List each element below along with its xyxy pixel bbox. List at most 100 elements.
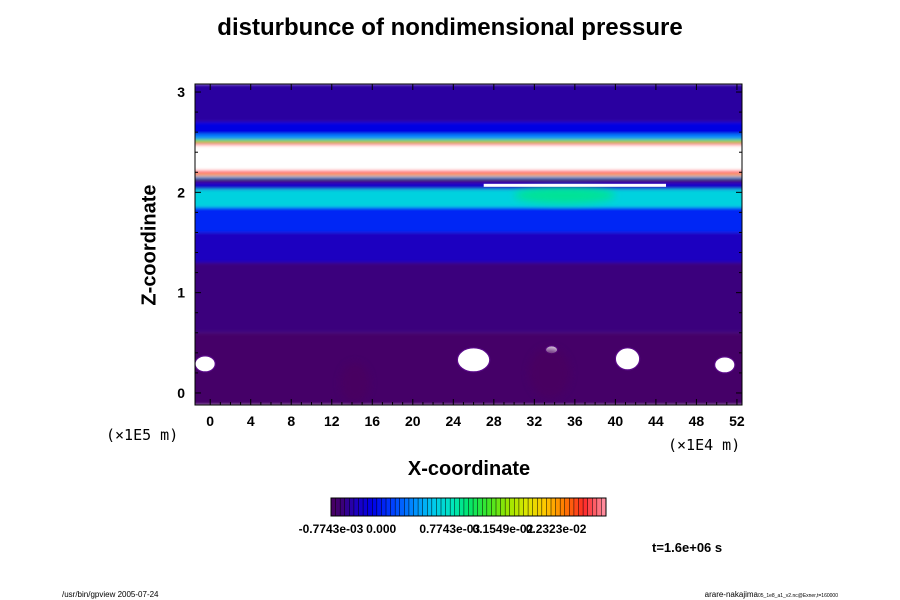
footer-file: 05_1e8_a1_v2.nc@Exner,t=160000 — [757, 593, 838, 599]
time-label: t=1.6e+06 s — [652, 540, 723, 555]
heatmap-gap-0 — [483, 183, 667, 187]
colorbar-cell — [381, 498, 387, 516]
x-tick-label: 20 — [405, 413, 421, 429]
x-tick-label: 12 — [324, 413, 340, 429]
heatmap-features — [195, 183, 736, 403]
colorbar-cell — [532, 498, 538, 516]
colorbar-cell — [541, 498, 547, 516]
x-tick-label: 36 — [567, 413, 583, 429]
colorbar-frame — [330, 497, 607, 517]
y-tick-label: 0 — [177, 385, 185, 401]
x-tick-label: 44 — [648, 413, 664, 429]
colorbar-cell — [386, 498, 391, 516]
heatmap-blob-5 — [340, 362, 370, 403]
colorbar-cell — [587, 498, 593, 516]
x-tick-label: 52 — [729, 413, 745, 429]
colorbar-label: -0.7743e-03 — [299, 522, 364, 536]
colorbar-cell — [413, 498, 419, 516]
x-axis-label: X-coordinate — [407, 458, 531, 480]
colorbar-cell — [349, 498, 355, 516]
heatmap-band-3 — [195, 207, 742, 233]
colorbar-cell — [340, 498, 346, 516]
heatmap-band-4 — [195, 189, 742, 208]
colorbar-cell — [564, 498, 570, 516]
colorbar-cell — [528, 498, 533, 516]
x-tick-label: 4 — [247, 413, 255, 429]
plot-area — [195, 84, 742, 405]
colorbar-cell — [551, 498, 556, 516]
colorbar-cell — [427, 498, 433, 516]
colorbar-cell — [477, 498, 483, 516]
colorbar-cell — [518, 498, 524, 516]
plot-frame — [194, 83, 743, 406]
colorbar-cell — [436, 498, 442, 516]
x-tick-label: 8 — [287, 413, 295, 429]
heatmap-band-2 — [195, 232, 742, 263]
colorbar-label: 0.2323e-02 — [526, 522, 587, 536]
colorbar-cell — [514, 498, 520, 516]
colorbar-cell — [523, 498, 529, 516]
colorbar-cell — [463, 498, 469, 516]
colorbar-cell — [491, 498, 497, 516]
x-tick-label: 48 — [689, 413, 705, 429]
heatmap-blob-6 — [529, 347, 570, 398]
colorbar-label: 0.7743e-03 — [419, 522, 480, 536]
colorbar-cell — [450, 498, 456, 516]
heatmap-band-6 — [195, 178, 742, 183]
footer-source: arare-nakajima05_1e8_a1_v2.nc@Exner,t=16… — [705, 590, 838, 599]
heatmap-blob-7 — [514, 187, 616, 204]
colorbar-cell — [468, 498, 474, 516]
heatmap-band-10 — [195, 145, 742, 171]
colorbar-cell — [358, 498, 364, 516]
heatmap-band-12 — [195, 139, 742, 143]
colorbar-cell — [399, 498, 405, 516]
colorbar-cell — [496, 498, 501, 516]
colorbar-cell — [601, 498, 607, 516]
colorbar-label: 0.1549e-02 — [473, 522, 534, 536]
colorbar-cell — [390, 498, 396, 516]
heatmap-band-1 — [195, 262, 742, 333]
y-axis-label: Z-coordinate — [138, 184, 161, 306]
heatmap-bands — [195, 84, 742, 405]
colorbar-cell — [459, 498, 465, 516]
colorbar-cell — [486, 498, 492, 516]
x-tick-label: 28 — [486, 413, 502, 429]
colorbar-cell — [578, 498, 584, 516]
heatmap-band-11 — [195, 142, 742, 146]
heatmap-blob-1 — [456, 347, 491, 373]
heatmap-band-14 — [195, 122, 742, 135]
footer-command: /usr/bin/gpview 2005-07-24 — [62, 590, 159, 599]
colorbar-label: 0.000 — [366, 522, 396, 536]
x-tick-label: 32 — [527, 413, 543, 429]
colorbar-cell — [445, 498, 451, 516]
colorbar-cell — [395, 498, 401, 516]
heatmap-band-15 — [195, 84, 742, 123]
colorbar-cell — [537, 498, 543, 516]
colorbar-cell — [335, 498, 341, 516]
colorbar-cell — [596, 498, 602, 516]
heatmap-blob-4 — [714, 356, 736, 374]
colorbar-cell — [422, 498, 428, 516]
colorbar-cell — [505, 498, 511, 516]
colorbar-cell — [372, 498, 378, 516]
colorbar-cell — [344, 498, 350, 516]
colorbar-cell — [592, 498, 598, 516]
colorbar: -0.7743e-03 0.000 0.7743e-030.1549e-020.23… — [299, 497, 607, 536]
heatmap-band-13 — [195, 134, 742, 140]
z-unit-label: (×1E5 m) — [106, 426, 179, 444]
colorbar-cell — [546, 498, 552, 516]
colorbar-cell — [331, 498, 336, 516]
colorbar-cell — [441, 498, 446, 516]
x-tick-label: 40 — [608, 413, 624, 429]
colorbar-cell — [509, 498, 515, 516]
colorbar-cell — [500, 498, 506, 516]
heatmap-band-7 — [195, 176, 742, 179]
colorbar-cell — [367, 498, 373, 516]
y-tick-label: 2 — [177, 184, 185, 200]
colorbar-cell — [376, 498, 382, 516]
x-unit-label: (×1E4 m) — [668, 436, 741, 454]
colorbar-cell — [408, 498, 414, 516]
colorbar-cell — [431, 498, 437, 516]
